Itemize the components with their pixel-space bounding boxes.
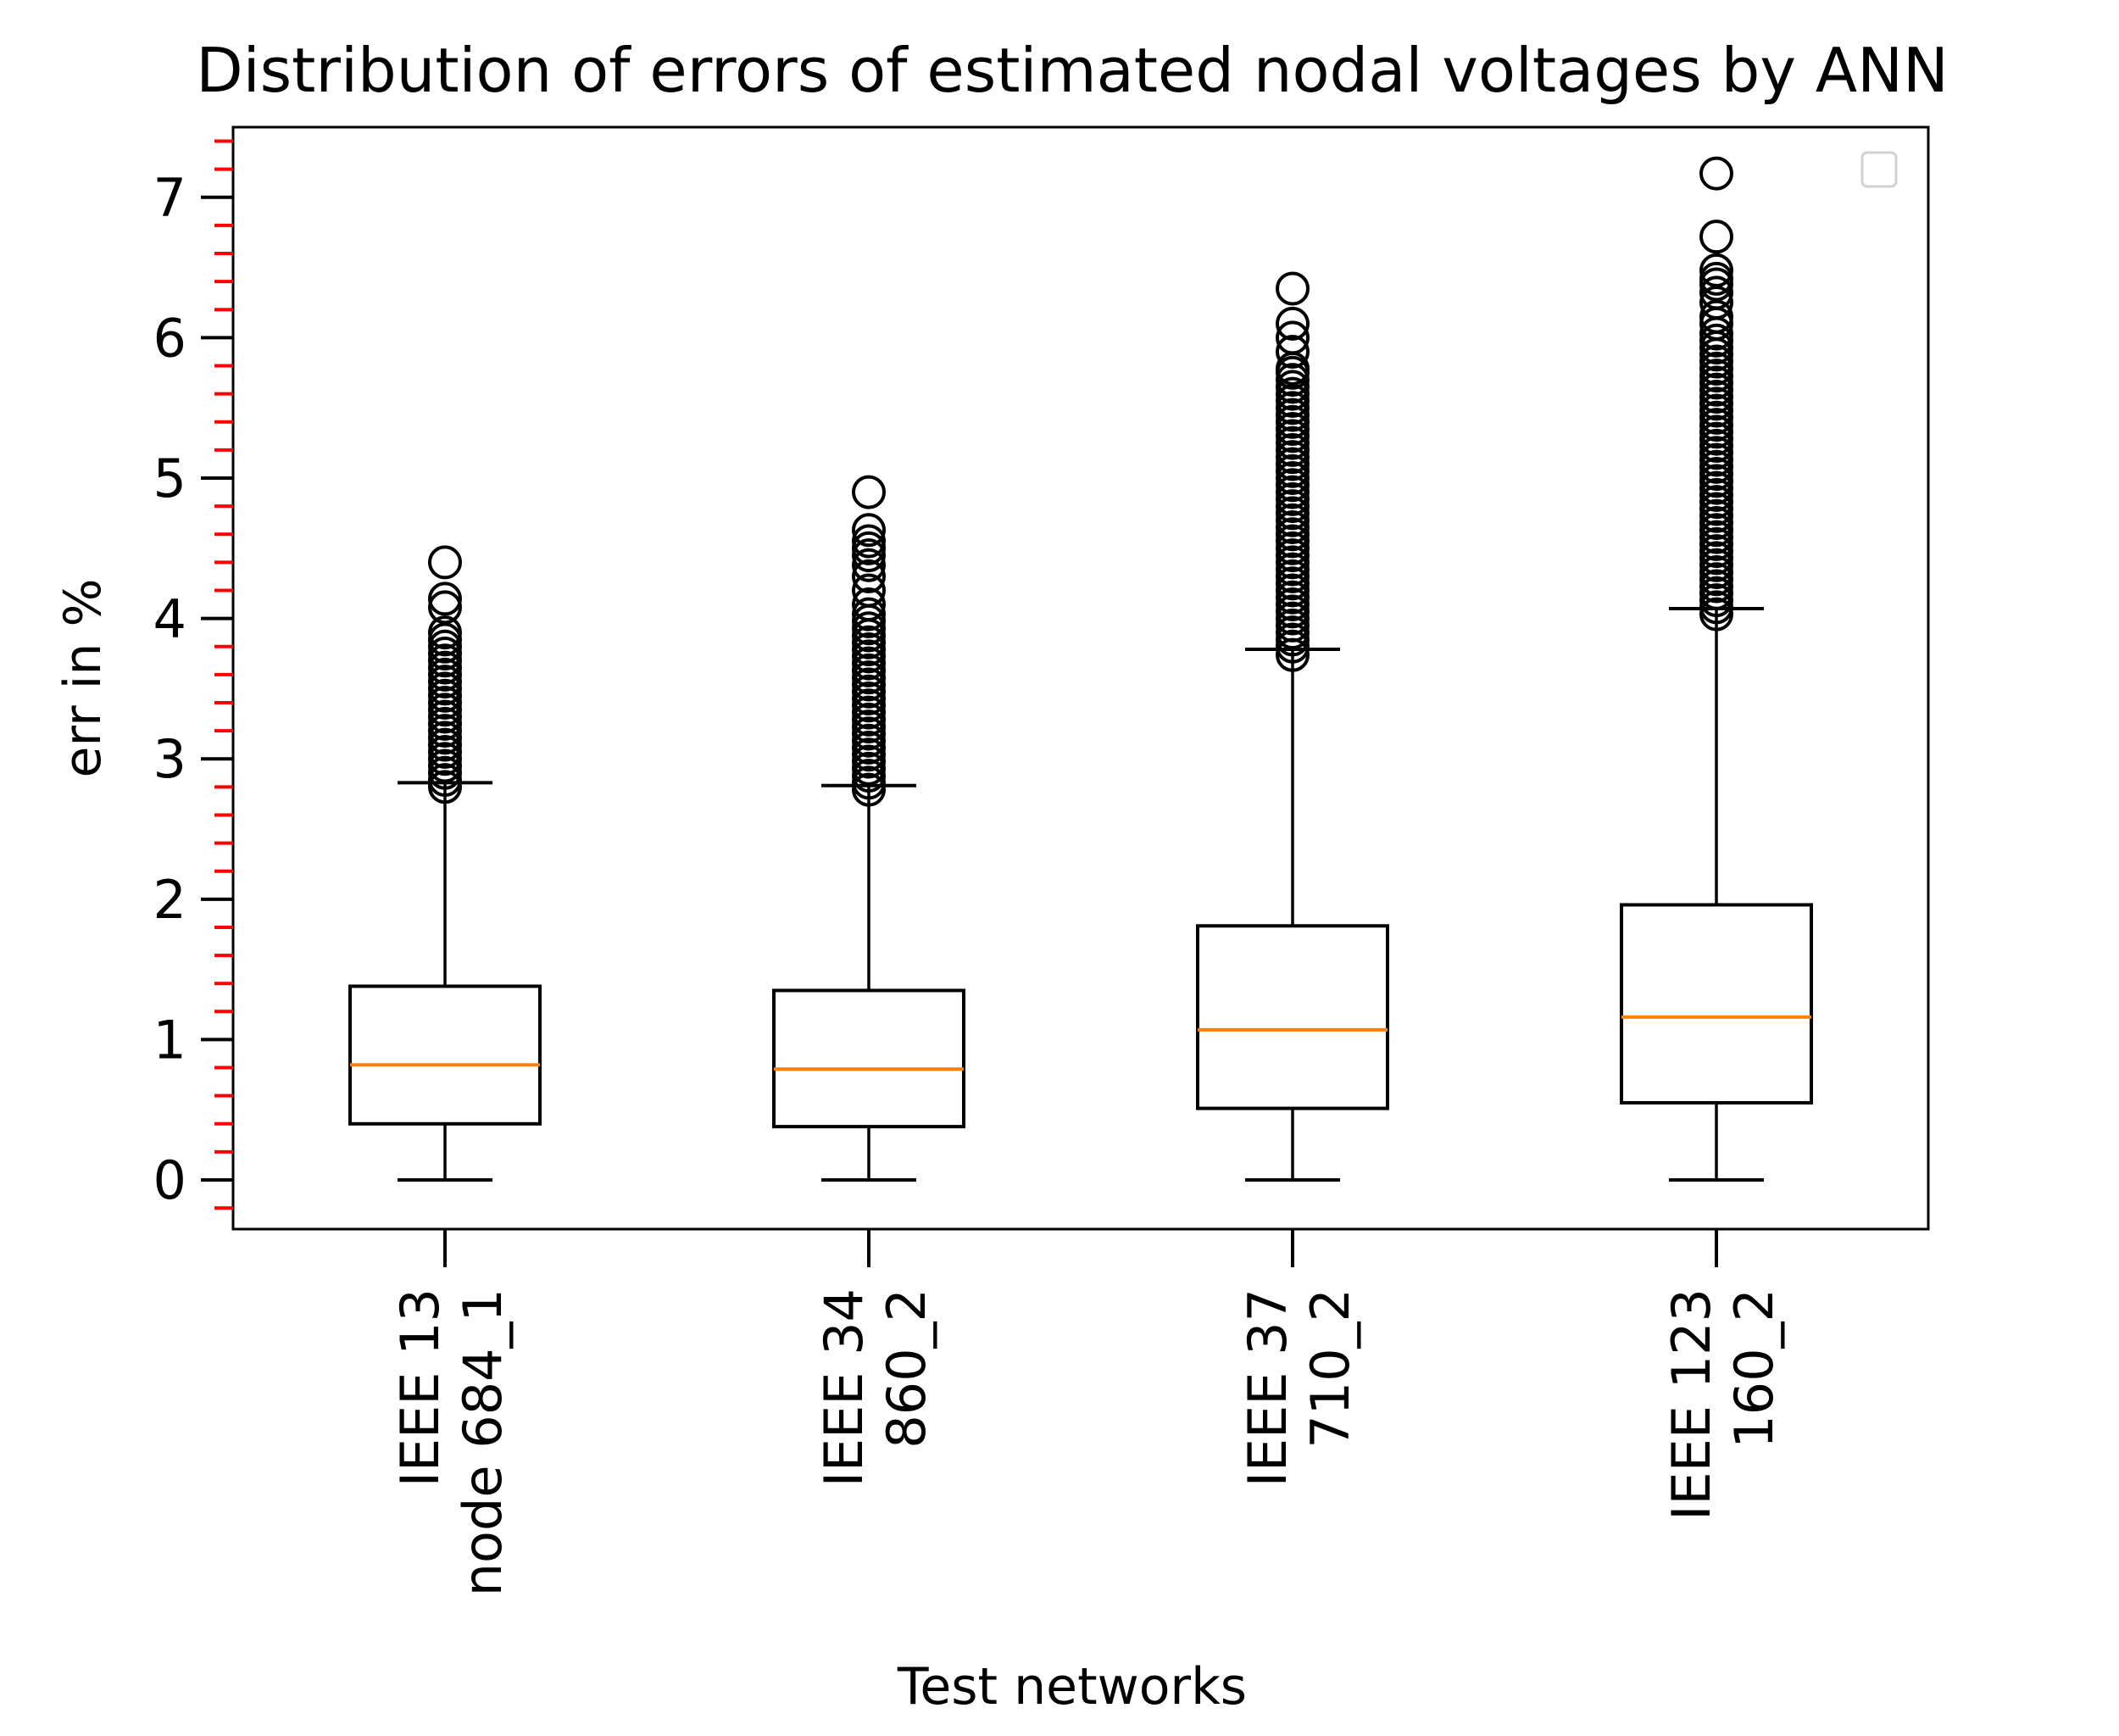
outlier-point (852, 548, 886, 582)
outlier-point (1699, 275, 1733, 310)
x-tick-label-line2: 710_2 (1299, 1288, 1361, 1449)
outlier-point (852, 559, 886, 593)
outlier-point (428, 615, 462, 650)
x-tick-label: IEEE 37710_2 (1237, 1288, 1361, 1487)
y-tick-label: 7 (153, 167, 186, 229)
outlier-point (1276, 271, 1310, 306)
legend-box (1860, 151, 1898, 188)
chart-title: Distribution of errors of estimated noda… (196, 35, 1949, 106)
outlier-point (852, 475, 886, 509)
x-tick-label-line1: IEEE 13 (389, 1288, 451, 1487)
y-axis-label: err in % (53, 578, 113, 777)
x-tick-label-line2: 860_2 (876, 1288, 937, 1449)
x-tick-label-line2: node 684_1 (452, 1288, 514, 1596)
x-tick-label: IEEE 123160_2 (1660, 1288, 1785, 1521)
y-tick-label: 5 (153, 448, 186, 509)
x-tick-label: IEEE 34860_2 (813, 1288, 937, 1487)
outlier-point (1276, 334, 1310, 369)
outlier-point (1276, 306, 1310, 341)
outlier-point (1699, 286, 1733, 320)
y-tick-label: 6 (153, 307, 186, 369)
box (1196, 924, 1389, 1110)
outlier-point (1699, 261, 1733, 296)
outlier-point (428, 581, 462, 616)
x-tick-label: IEEE 13node 684_1 (389, 1288, 514, 1596)
plot-frame (231, 125, 1930, 1231)
x-axis-label: Test networks (897, 1657, 1247, 1717)
outlier-point (1699, 156, 1733, 191)
y-tick-label: 1 (153, 1009, 186, 1071)
outlier-point (428, 590, 462, 625)
box (772, 988, 965, 1129)
outlier-point (1699, 253, 1733, 287)
outlier-point (1276, 320, 1310, 355)
y-tick-label: 0 (153, 1149, 186, 1211)
outlier-point (852, 573, 886, 608)
outlier-point (852, 513, 886, 548)
outlier-point (1699, 220, 1733, 254)
outlier-point (852, 597, 886, 632)
y-tick-label: 3 (153, 728, 186, 790)
x-tick-label-line1: IEEE 123 (1660, 1288, 1722, 1521)
outlier-point (1699, 299, 1733, 334)
y-tick-label: 4 (153, 588, 186, 650)
outlier-point (428, 545, 462, 580)
x-tick-label-line1: IEEE 37 (1237, 1288, 1299, 1487)
outlier-point (852, 587, 886, 622)
x-tick-label-line1: IEEE 34 (813, 1288, 875, 1487)
box (1620, 903, 1813, 1104)
x-tick-label-line2: 160_2 (1723, 1288, 1785, 1449)
outlier-point (852, 524, 886, 559)
y-tick-label: 2 (153, 869, 186, 931)
box (348, 984, 542, 1126)
